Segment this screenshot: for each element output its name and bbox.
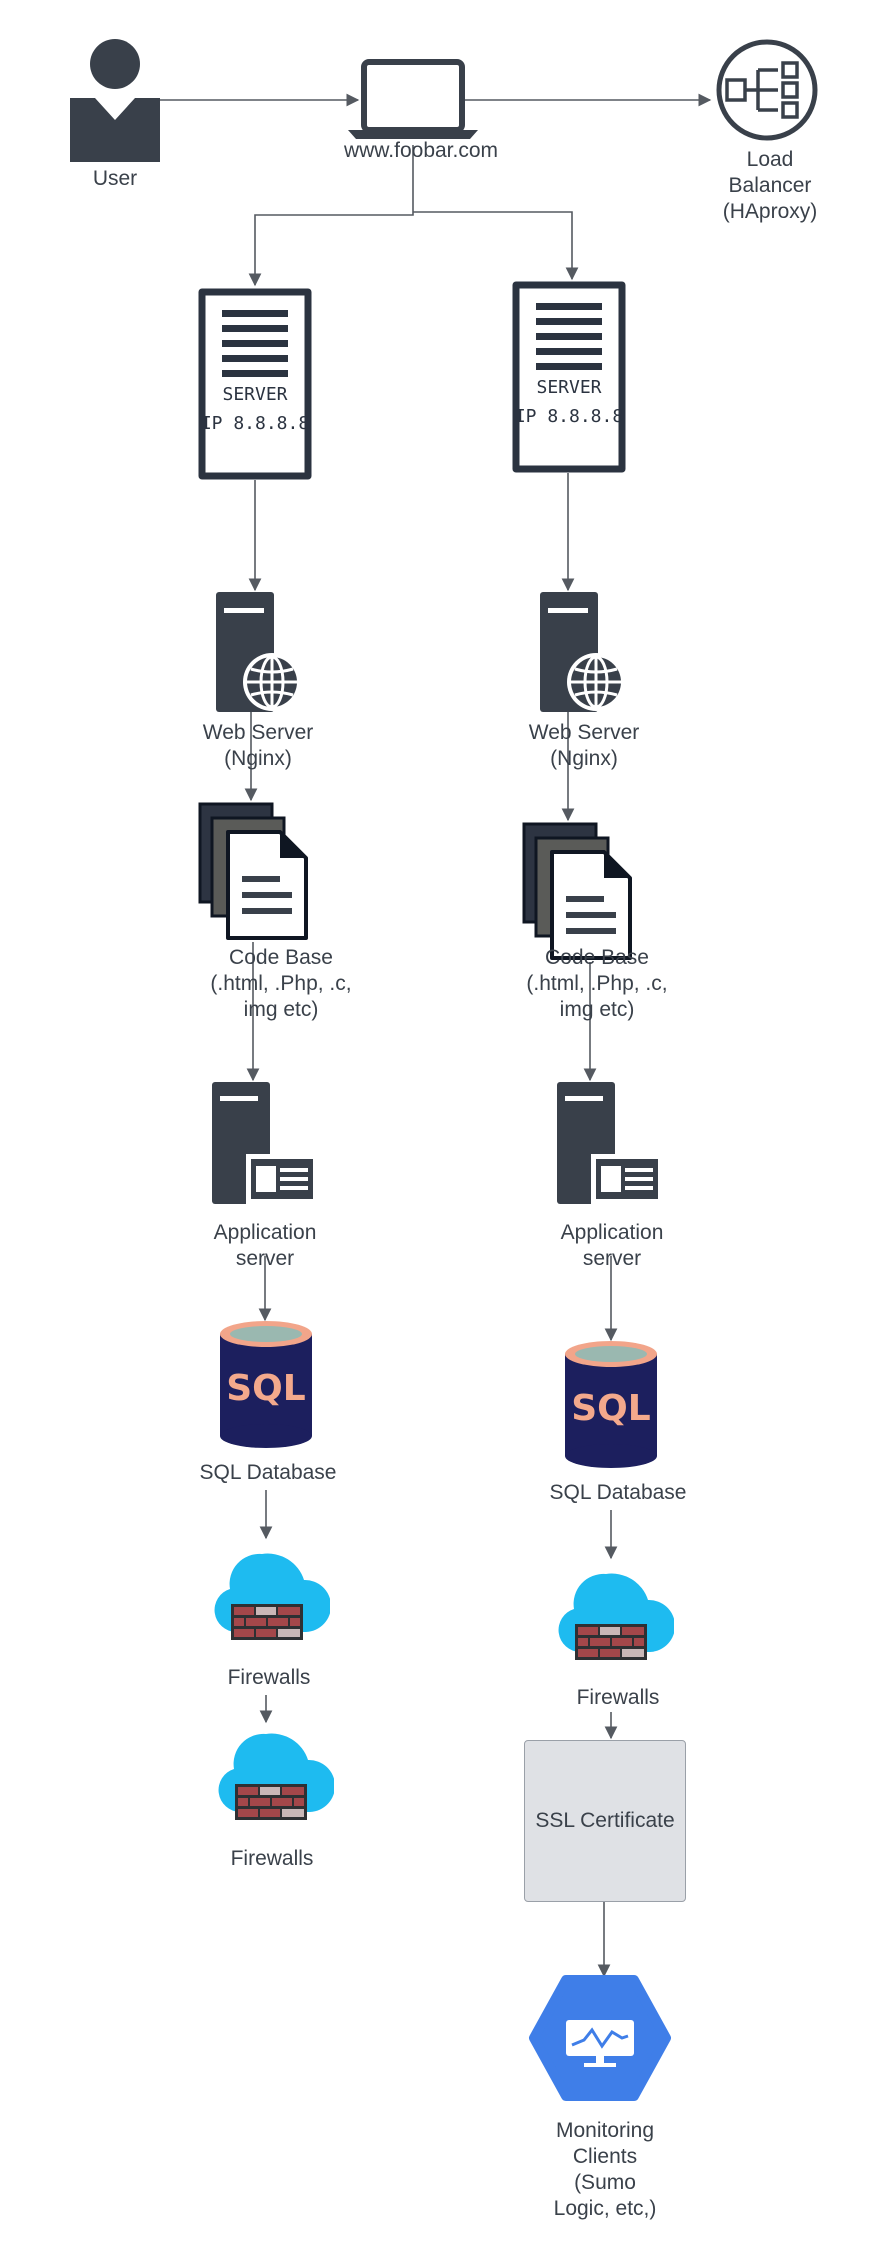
firewalls-label-2: Firewalls bbox=[576, 1686, 660, 1709]
server-box-1: SERVER IP 8.8.8.8 bbox=[198, 288, 312, 480]
website-label: www.foobar.com bbox=[343, 139, 499, 162]
firewall-icon-2 bbox=[558, 1573, 674, 1660]
sql-database-label-1: SQL Database bbox=[199, 1461, 337, 1484]
web-server-label-2: Web Server (Nginx) bbox=[528, 721, 640, 770]
sql-database-icon-2-text: SQL bbox=[571, 1388, 650, 1429]
app-server-label-1: Application server bbox=[213, 1221, 317, 1270]
connector-website-to-server-1 bbox=[248, 145, 414, 287]
server-box-1-ip: IP 8.8.8.8 bbox=[201, 413, 309, 434]
web-server-icon-1 bbox=[214, 592, 303, 712]
web-server-icon-2 bbox=[538, 592, 627, 712]
server-box-2-ip: IP 8.8.8.8 bbox=[515, 406, 623, 427]
ssl-certificate-box: SSL Certificate bbox=[524, 1740, 686, 1902]
firewalls-label-1a: Firewalls bbox=[227, 1666, 311, 1689]
server-box-1-title: SERVER bbox=[222, 384, 287, 405]
app-server-icon-2 bbox=[557, 1082, 663, 1204]
connector-website-to-server-2 bbox=[413, 211, 579, 281]
load-balancer-icon bbox=[716, 39, 818, 141]
monitoring-icon bbox=[529, 1975, 671, 2101]
server-box-2: SERVER IP 8.8.8.8 bbox=[512, 281, 626, 473]
sql-database-icon-2: SQL bbox=[565, 1341, 657, 1468]
laptop-icon bbox=[348, 59, 478, 139]
icon-layer: SERVER IP 8.8.8.8 SERVER IP 8.8.8.8 SQL SQL bbox=[70, 39, 818, 2101]
sql-database-icon-1: SQL bbox=[220, 1321, 312, 1448]
user-label: User bbox=[92, 167, 138, 190]
firewall-icon-1a bbox=[214, 1553, 330, 1640]
sql-database-label-2: SQL Database bbox=[549, 1481, 687, 1504]
code-base-icon-1 bbox=[198, 802, 308, 940]
app-server-label-2: Application server bbox=[560, 1221, 664, 1270]
code-base-label-2: Code Base (.html, .Php, .c, img etc) bbox=[526, 946, 668, 1021]
code-base-label-1: Code Base (.html, .Php, .c, img etc) bbox=[210, 946, 352, 1021]
connector-layer bbox=[160, 93, 712, 1978]
sql-database-icon-1-text: SQL bbox=[226, 1368, 305, 1409]
user-icon bbox=[70, 39, 160, 162]
code-base-icon-2 bbox=[522, 822, 632, 960]
firewalls-label-1b: Firewalls bbox=[230, 1847, 314, 1870]
firewall-icon-1b bbox=[218, 1733, 334, 1820]
monitoring-clients-label: Monitoring Clients (Sumo Logic, etc,) bbox=[553, 2119, 657, 2220]
web-server-label-1: Web Server (Nginx) bbox=[202, 721, 314, 770]
server-box-2-title: SERVER bbox=[536, 377, 601, 398]
app-server-icon-1 bbox=[212, 1082, 318, 1204]
load-balancer-label: Load Balancer (HAproxy) bbox=[722, 148, 818, 223]
